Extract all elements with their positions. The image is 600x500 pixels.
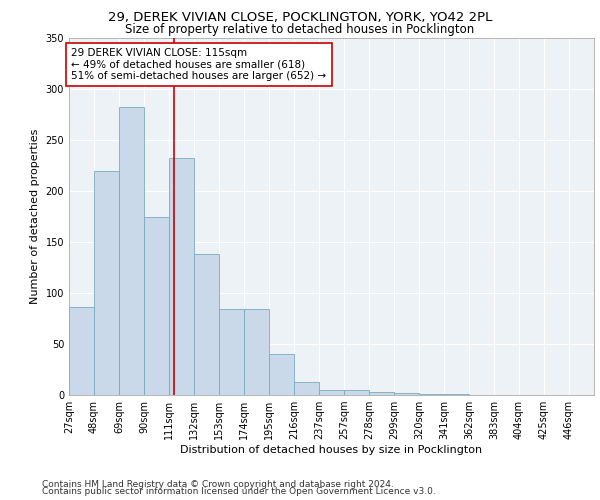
- Bar: [119, 107, 144, 395]
- Text: Contains HM Land Registry data © Crown copyright and database right 2024.: Contains HM Land Registry data © Crown c…: [42, 480, 394, 489]
- Bar: [144, 218, 169, 395]
- Bar: [294, 382, 319, 395]
- Bar: [319, 390, 344, 395]
- Bar: [444, 394, 469, 395]
- Bar: [269, 354, 294, 395]
- Bar: [69, 307, 94, 395]
- Bar: [344, 390, 369, 395]
- Text: 29, DEREK VIVIAN CLOSE, POCKLINGTON, YORK, YO42 2PL: 29, DEREK VIVIAN CLOSE, POCKLINGTON, YOR…: [108, 11, 492, 24]
- Bar: [369, 392, 394, 395]
- Text: 29 DEREK VIVIAN CLOSE: 115sqm
← 49% of detached houses are smaller (618)
51% of : 29 DEREK VIVIAN CLOSE: 115sqm ← 49% of d…: [71, 48, 326, 81]
- Bar: [394, 393, 419, 395]
- Bar: [219, 309, 244, 395]
- Bar: [194, 254, 219, 395]
- X-axis label: Distribution of detached houses by size in Pocklington: Distribution of detached houses by size …: [181, 445, 482, 455]
- Text: Contains public sector information licensed under the Open Government Licence v3: Contains public sector information licen…: [42, 487, 436, 496]
- Text: Size of property relative to detached houses in Pocklington: Size of property relative to detached ho…: [125, 22, 475, 36]
- Bar: [94, 172, 119, 395]
- Bar: [169, 158, 194, 395]
- Y-axis label: Number of detached properties: Number of detached properties: [30, 128, 40, 304]
- Bar: [419, 394, 444, 395]
- Bar: [244, 309, 269, 395]
